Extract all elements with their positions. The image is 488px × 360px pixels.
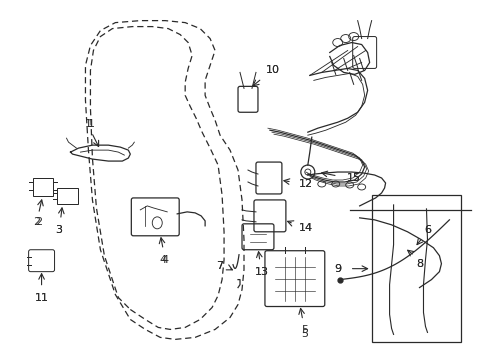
- Bar: [371, 195, 461, 342]
- Text: 6: 6: [423, 225, 430, 235]
- Text: 1: 1: [88, 119, 95, 129]
- Text: 13: 13: [254, 267, 268, 276]
- Text: 15: 15: [346, 173, 360, 183]
- Text: 5: 5: [301, 325, 308, 336]
- Text: 9: 9: [333, 264, 341, 274]
- Text: 3: 3: [55, 225, 62, 235]
- Text: 5: 5: [301, 329, 308, 339]
- Text: 10: 10: [265, 66, 279, 76]
- Bar: [33, 178, 52, 196]
- Text: 15: 15: [346, 173, 360, 183]
- Text: 13: 13: [254, 267, 268, 276]
- Text: 2: 2: [33, 217, 40, 227]
- Text: 6: 6: [423, 225, 430, 235]
- Text: 2: 2: [35, 217, 42, 227]
- Text: 8: 8: [415, 259, 422, 269]
- Text: 11: 11: [35, 293, 48, 302]
- Text: 8: 8: [415, 259, 422, 269]
- Text: 14: 14: [298, 223, 312, 233]
- Text: 4: 4: [160, 255, 166, 265]
- Text: 14: 14: [298, 223, 312, 233]
- Text: 9: 9: [333, 264, 341, 274]
- Bar: [57, 188, 78, 204]
- Text: 7: 7: [216, 261, 223, 271]
- Text: 4: 4: [162, 255, 168, 265]
- Text: 3: 3: [55, 225, 62, 235]
- Text: 12: 12: [298, 179, 312, 189]
- Text: 12: 12: [298, 179, 312, 189]
- Text: 1: 1: [85, 119, 92, 129]
- Text: 10: 10: [265, 66, 279, 76]
- Text: 7: 7: [216, 261, 223, 271]
- Text: 11: 11: [35, 293, 48, 302]
